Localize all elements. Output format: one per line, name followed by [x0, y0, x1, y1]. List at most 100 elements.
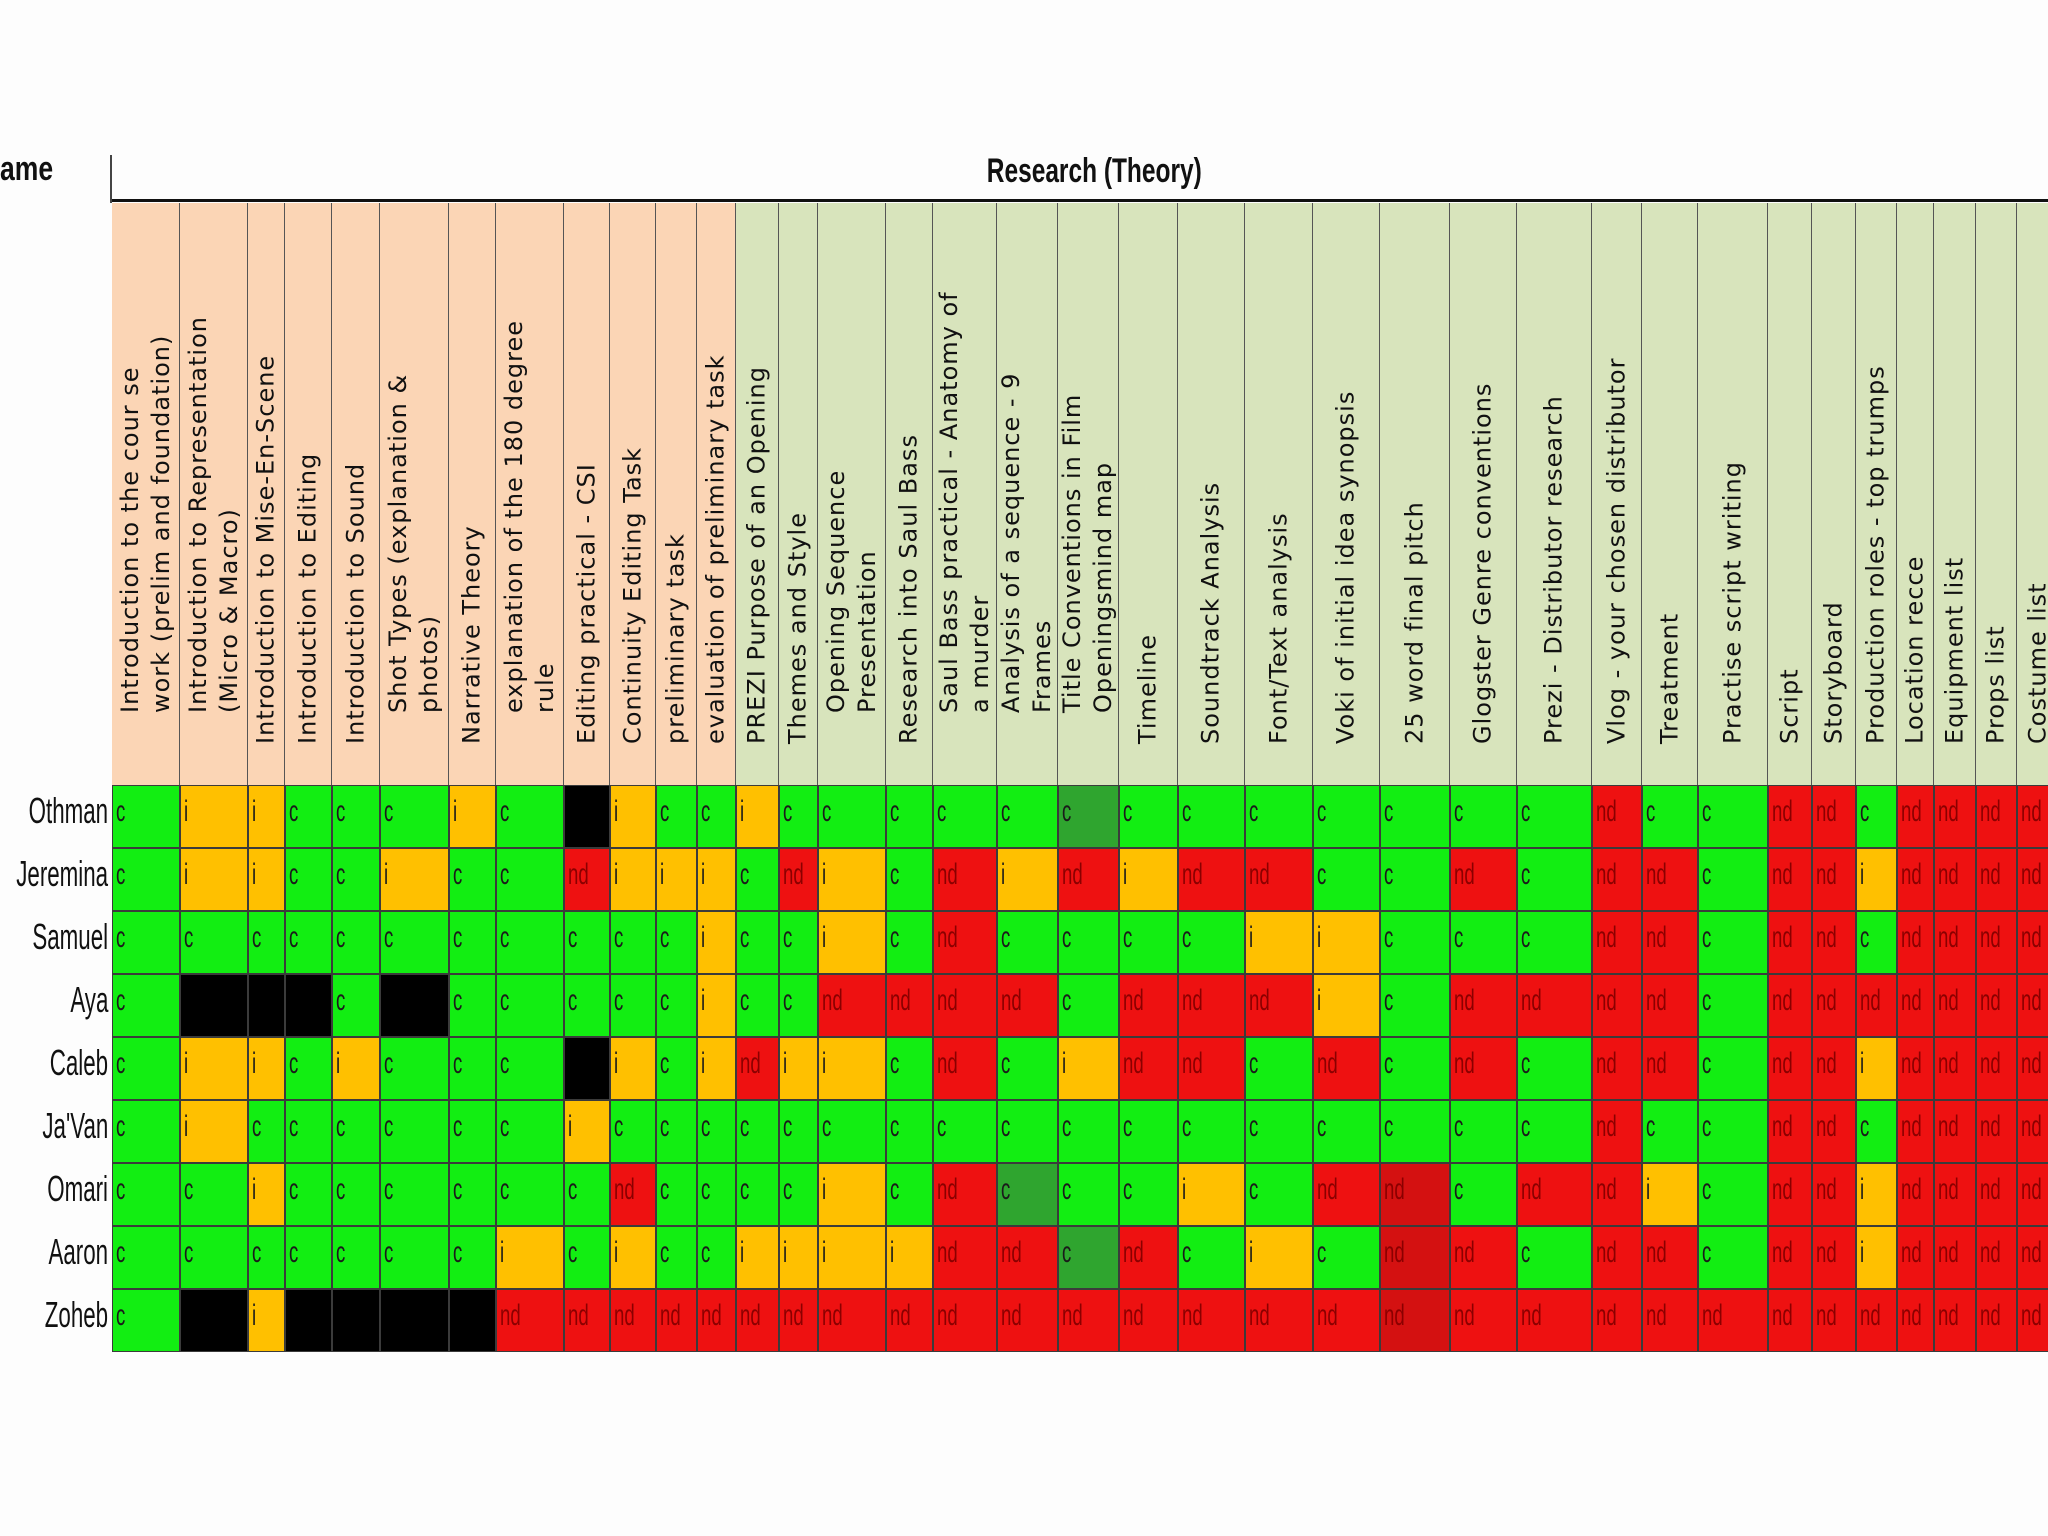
- grade-cell[interactable]: c: [818, 1100, 886, 1163]
- grade-cell[interactable]: nd: [1313, 1163, 1380, 1226]
- grade-cell[interactable]: nd: [1812, 1289, 1856, 1352]
- grade-cell[interactable]: i: [248, 1163, 285, 1226]
- grade-cell[interactable]: c: [564, 911, 610, 974]
- grade-cell[interactable]: c: [449, 1100, 496, 1163]
- grade-cell[interactable]: nd: [1976, 911, 2017, 974]
- grade-cell[interactable]: c: [112, 1037, 180, 1100]
- grade-cell[interactable]: c: [656, 1226, 697, 1289]
- grade-cell[interactable]: c: [1698, 785, 1768, 848]
- grade-cell[interactable]: c: [886, 848, 933, 911]
- grade-cell[interactable]: nd: [1856, 974, 1897, 1037]
- grade-cell[interactable]: i: [610, 1226, 656, 1289]
- grade-cell[interactable]: nd: [1768, 1100, 1812, 1163]
- grade-cell[interactable]: nd: [1768, 974, 1812, 1037]
- grade-cell[interactable]: nd: [933, 1037, 997, 1100]
- grade-cell[interactable]: i: [610, 848, 656, 911]
- grade-cell[interactable]: c: [285, 1100, 332, 1163]
- grade-cell[interactable]: c: [1517, 1100, 1592, 1163]
- grade-cell[interactable]: c: [779, 1163, 818, 1226]
- grade-cell[interactable]: c: [610, 1100, 656, 1163]
- grade-cell[interactable]: c: [1313, 1226, 1380, 1289]
- grade-cell[interactable]: i: [1313, 911, 1380, 974]
- grade-cell[interactable]: i: [248, 1037, 285, 1100]
- grade-cell[interactable]: i: [610, 1037, 656, 1100]
- grade-cell[interactable]: nd: [1897, 1100, 1934, 1163]
- grade-cell[interactable]: c: [886, 1163, 933, 1226]
- grade-cell[interactable]: c: [112, 974, 180, 1037]
- grade-cell[interactable]: c: [1119, 1100, 1178, 1163]
- grade-cell[interactable]: c: [1119, 785, 1178, 848]
- grade-cell[interactable]: nd: [2017, 974, 2048, 1037]
- grade-cell[interactable]: nd: [1976, 785, 2017, 848]
- grade-cell[interactable]: c: [697, 1163, 736, 1226]
- grade-cell[interactable]: nd: [1592, 1163, 1642, 1226]
- grade-cell[interactable]: nd: [1119, 1289, 1178, 1352]
- grade-cell[interactable]: c: [997, 1163, 1058, 1226]
- grade-cell[interactable]: i: [697, 848, 736, 911]
- grade-cell[interactable]: c: [697, 1226, 736, 1289]
- grade-cell[interactable]: nd: [933, 911, 997, 974]
- grade-cell[interactable]: nd: [1313, 1037, 1380, 1100]
- grade-cell[interactable]: c: [332, 1163, 380, 1226]
- grade-cell[interactable]: nd: [1642, 1289, 1698, 1352]
- grade-cell[interactable]: nd: [1642, 848, 1698, 911]
- grade-cell[interactable]: c: [1698, 1100, 1768, 1163]
- grade-cell[interactable]: nd: [1450, 1226, 1517, 1289]
- grade-cell[interactable]: i: [1856, 848, 1897, 911]
- grade-cell[interactable]: c: [1313, 848, 1380, 911]
- grade-cell[interactable]: [285, 1289, 332, 1352]
- grade-cell[interactable]: i: [180, 1100, 248, 1163]
- grade-cell[interactable]: nd: [2017, 911, 2048, 974]
- grade-cell[interactable]: i: [697, 911, 736, 974]
- grade-cell[interactable]: c: [112, 1100, 180, 1163]
- grade-cell[interactable]: nd: [1976, 1289, 2017, 1352]
- grade-cell[interactable]: nd: [997, 1226, 1058, 1289]
- grade-cell[interactable]: c: [1698, 974, 1768, 1037]
- grade-cell[interactable]: nd: [1592, 785, 1642, 848]
- grade-cell[interactable]: c: [886, 911, 933, 974]
- grade-cell[interactable]: c: [496, 785, 564, 848]
- grade-cell[interactable]: c: [332, 1100, 380, 1163]
- grade-cell[interactable]: c: [1642, 785, 1698, 848]
- grade-cell[interactable]: c: [380, 911, 449, 974]
- grade-cell[interactable]: c: [1178, 785, 1245, 848]
- grade-cell[interactable]: c: [656, 1163, 697, 1226]
- grade-cell[interactable]: c: [332, 1226, 380, 1289]
- grade-cell[interactable]: c: [1058, 1226, 1119, 1289]
- grade-cell[interactable]: nd: [1856, 1289, 1897, 1352]
- grade-cell[interactable]: nd: [1812, 1037, 1856, 1100]
- grade-cell[interactable]: nd: [1768, 1037, 1812, 1100]
- grade-cell[interactable]: nd: [656, 1289, 697, 1352]
- grade-cell[interactable]: nd: [997, 1289, 1058, 1352]
- grade-cell[interactable]: c: [449, 1226, 496, 1289]
- grade-cell[interactable]: i: [886, 1226, 933, 1289]
- grade-cell[interactable]: c: [656, 1037, 697, 1100]
- grade-cell[interactable]: nd: [1698, 1289, 1768, 1352]
- grade-cell[interactable]: c: [610, 911, 656, 974]
- grade-cell[interactable]: nd: [1592, 1100, 1642, 1163]
- grade-cell[interactable]: c: [1642, 1100, 1698, 1163]
- grade-cell[interactable]: c: [697, 785, 736, 848]
- grade-cell[interactable]: c: [496, 974, 564, 1037]
- grade-cell[interactable]: c: [1245, 1163, 1313, 1226]
- grade-cell[interactable]: c: [933, 785, 997, 848]
- grade-cell[interactable]: c: [1698, 1163, 1768, 1226]
- grade-cell[interactable]: c: [1245, 1037, 1313, 1100]
- grade-cell[interactable]: c: [736, 911, 779, 974]
- grade-cell[interactable]: c: [779, 1100, 818, 1163]
- grade-cell[interactable]: nd: [1976, 1037, 2017, 1100]
- grade-cell[interactable]: c: [496, 1037, 564, 1100]
- grade-cell[interactable]: nd: [1812, 974, 1856, 1037]
- grade-cell[interactable]: c: [112, 911, 180, 974]
- grade-cell[interactable]: nd: [1976, 1226, 2017, 1289]
- grade-cell[interactable]: nd: [1812, 1100, 1856, 1163]
- grade-cell[interactable]: c: [449, 1037, 496, 1100]
- grade-cell[interactable]: c: [449, 848, 496, 911]
- grade-cell[interactable]: nd: [1934, 1163, 1976, 1226]
- grade-cell[interactable]: c: [1856, 785, 1897, 848]
- grade-cell[interactable]: c: [248, 911, 285, 974]
- grade-cell[interactable]: c: [1856, 1100, 1897, 1163]
- grade-cell[interactable]: i: [1642, 1163, 1698, 1226]
- grade-cell[interactable]: c: [496, 1163, 564, 1226]
- grade-cell[interactable]: nd: [818, 1289, 886, 1352]
